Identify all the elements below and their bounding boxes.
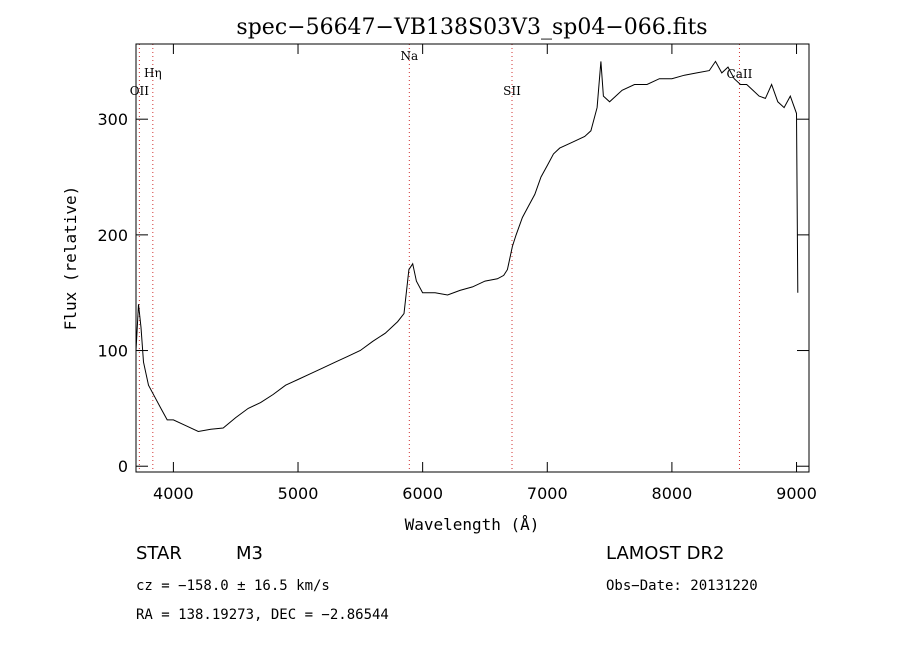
spectral-line-label: Hη [144, 66, 162, 80]
spectral-line-label: CaII [727, 67, 753, 81]
y-tick-label: 300 [97, 110, 128, 129]
x-tick-label: 4000 [153, 484, 194, 503]
x-tick-label: 8000 [652, 484, 693, 503]
coords-text: RA = 138.19273, DEC = −2.86544 [136, 607, 389, 623]
y-tick-label: 100 [97, 342, 128, 361]
plot-frame [135, 43, 810, 473]
redshift-text: cz = −158.0 ± 16.5 km/s [136, 578, 330, 594]
object-type: STAR [136, 543, 182, 564]
spectral-line-label: SII [503, 84, 521, 98]
obs-date-text: Obs−Date: 20131220 [606, 578, 758, 594]
y-axis-label: Flux (relative) [61, 186, 80, 331]
spectral-line-label: OII [130, 84, 150, 98]
y-tick-label: 200 [97, 226, 128, 245]
y-tick-label: 0 [118, 457, 128, 476]
x-tick-label: 7000 [527, 484, 568, 503]
axis-ticks: 4000 5000 6000 7000 8000 9000 0 100 200 300 [97, 44, 817, 503]
x-tick-label: 9000 [776, 484, 817, 503]
x-tick-label: 6000 [402, 484, 443, 503]
object-subclass: M3 [236, 543, 263, 564]
spectral-line-markers: OII Hη Na SII CaII [130, 44, 753, 472]
x-tick-label: 5000 [278, 484, 319, 503]
survey-name: LAMOST DR2 [606, 543, 724, 564]
spectral-line-label: Na [400, 49, 418, 63]
x-axis-label: Wavelength (Å) [405, 515, 540, 534]
chart-title: spec−56647−VB138S03V3_sp04−066.fits [236, 15, 707, 40]
series-line [135, 60, 799, 433]
